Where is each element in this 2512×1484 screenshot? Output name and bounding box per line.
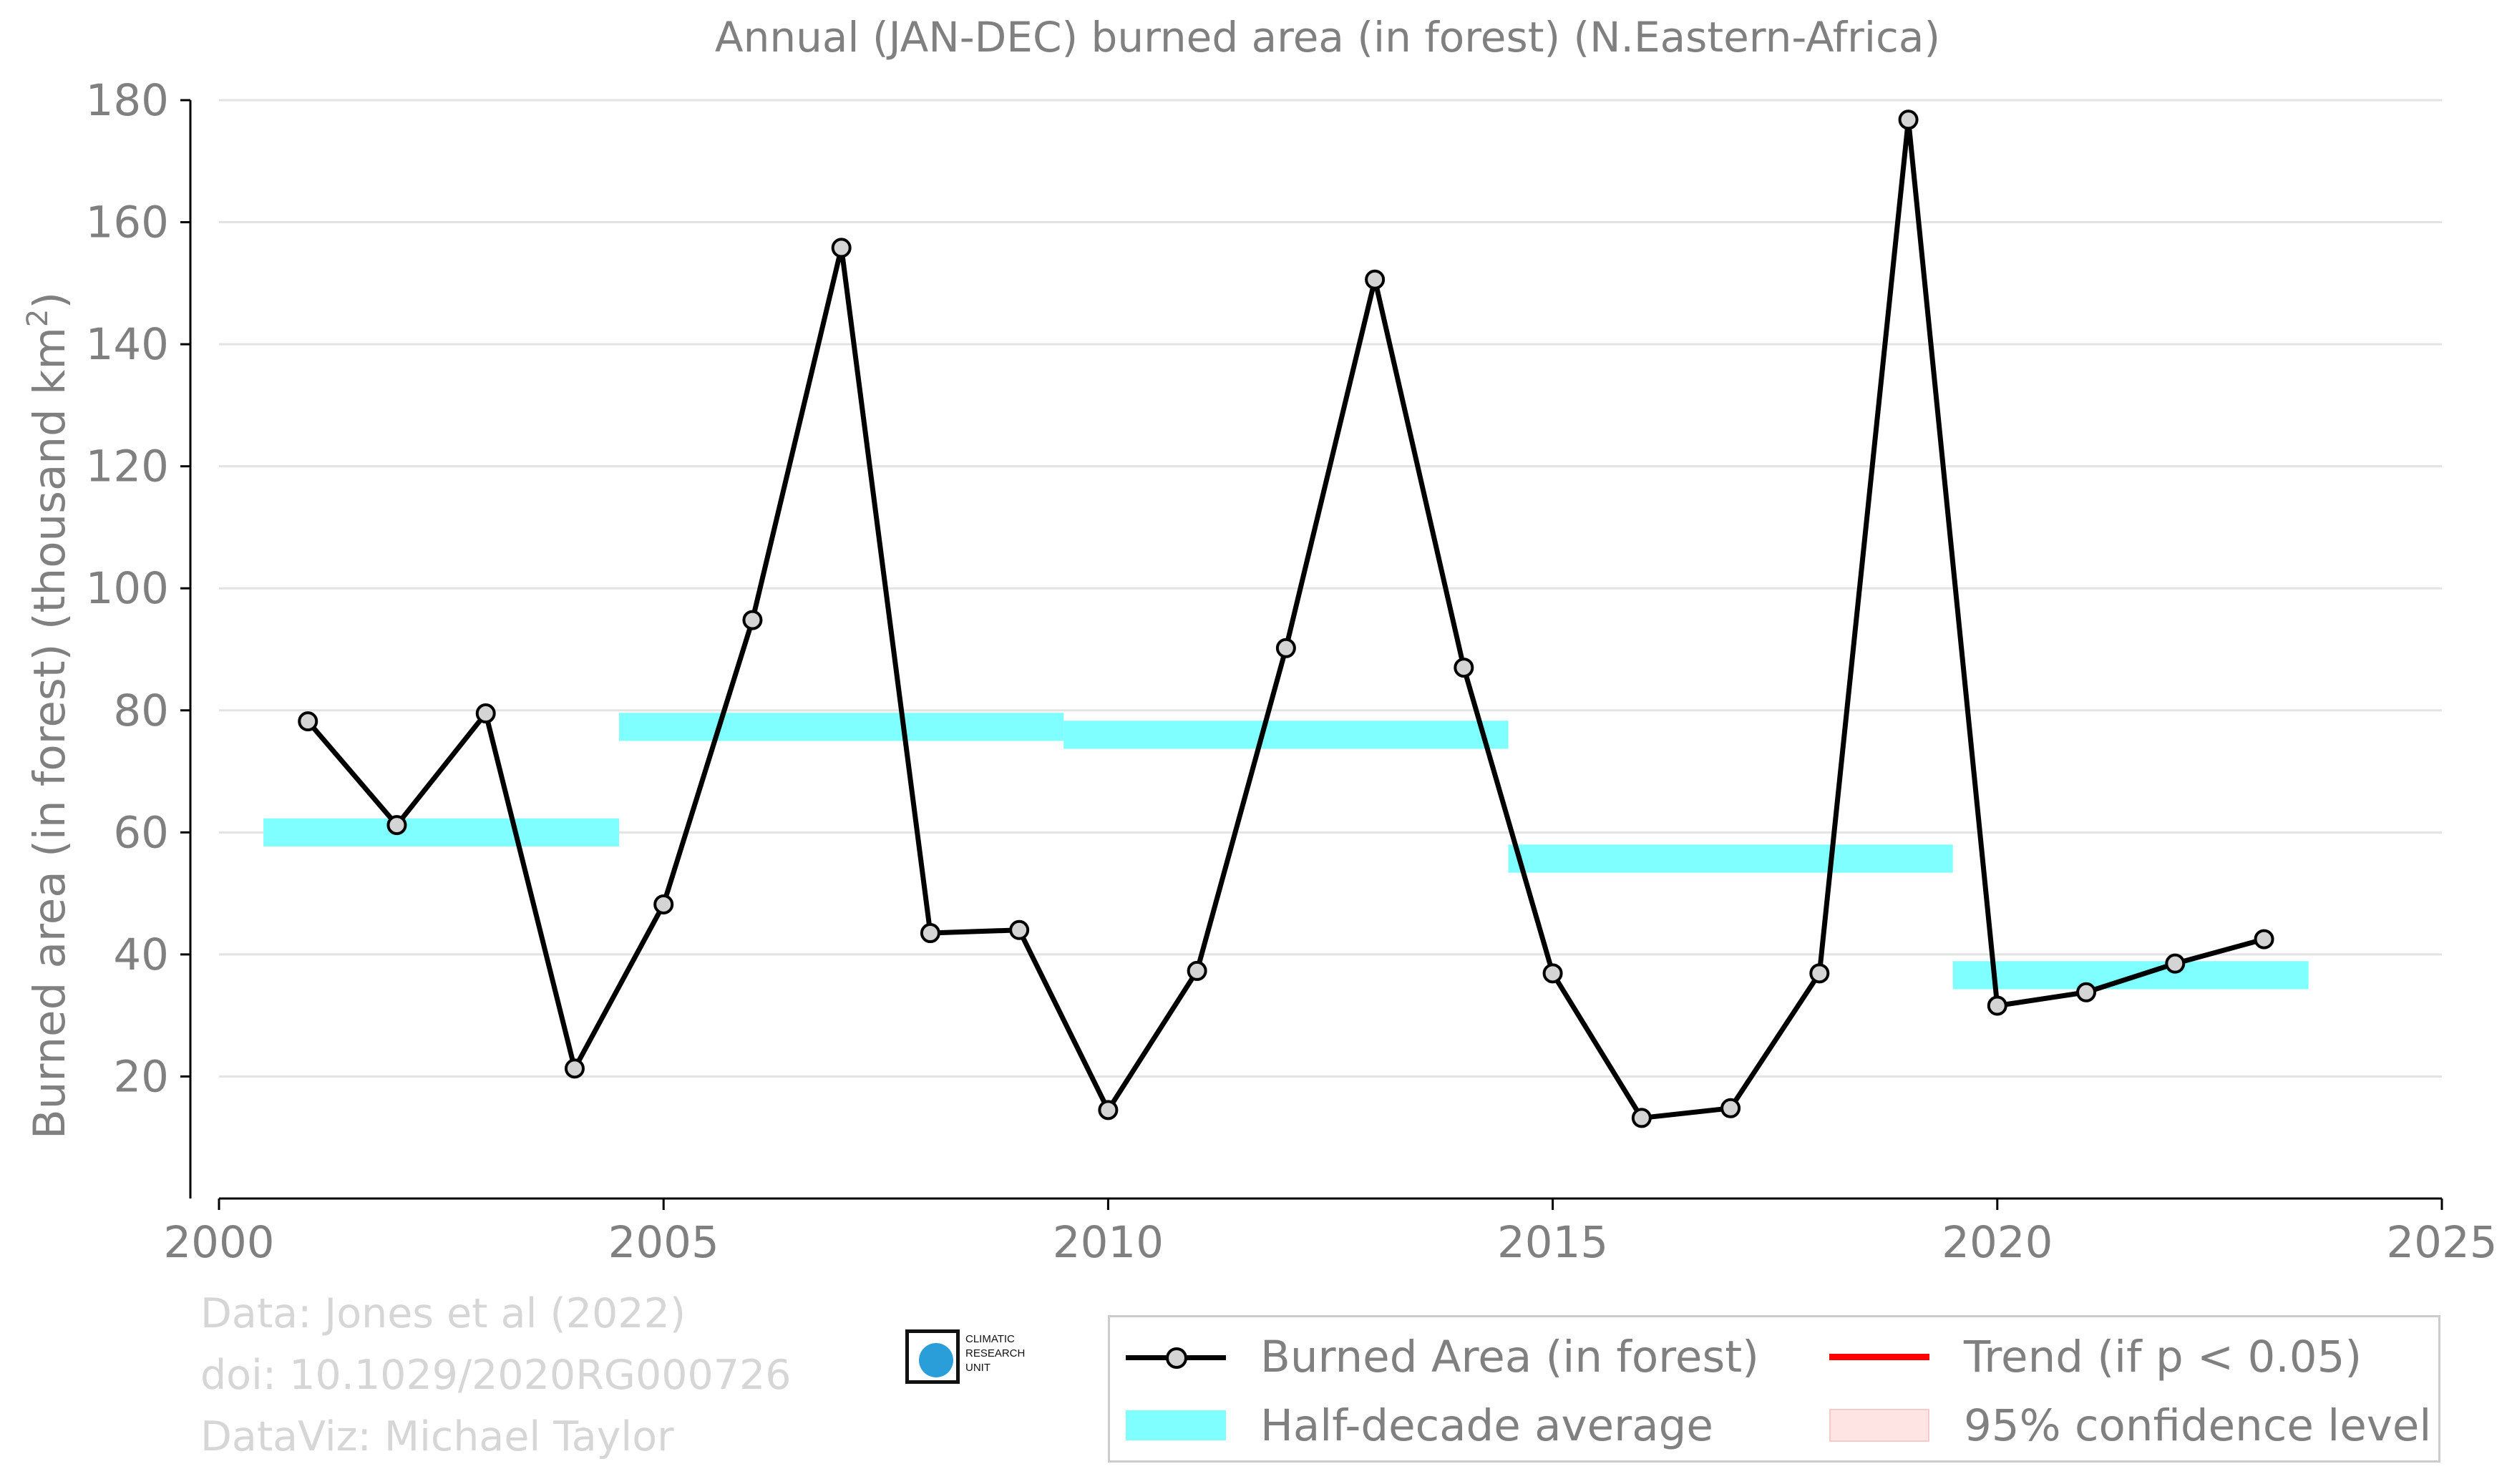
- data-point: [1009, 919, 1030, 940]
- y-axis-label: Burned area (in forest) (thousand km2): [21, 292, 75, 1139]
- y-tick-label: 80: [113, 685, 169, 736]
- data-point: [1720, 1098, 1741, 1118]
- data-point: [2165, 953, 2186, 974]
- x-tick-label: 2025: [2386, 1217, 2497, 1268]
- half-decade-bands: [263, 713, 2309, 990]
- cru-logo-text: CLIMATIC RESEARCH UNIT: [965, 1333, 1026, 1374]
- axes: [189, 100, 2442, 1200]
- x-ticks: 2000 2005 2010 2015 2020 2025: [163, 1199, 2498, 1268]
- data-point: [653, 894, 674, 914]
- data-point: [298, 711, 318, 732]
- legend-item-trend: Trend (if p < 0.05): [1829, 1324, 2362, 1389]
- cru-logo: CLIMATIC RESEARCH UNIT: [905, 1329, 1034, 1390]
- credits-data-source: Data: Jones et al (2022): [200, 1290, 686, 1337]
- burned-area-series: [298, 109, 2274, 1128]
- y-ticks: 20 40 60 80 100 120 140 160 180: [86, 75, 190, 1102]
- cru-logo-mark: [905, 1329, 960, 1384]
- legend-label: 95% confidence level: [1964, 1400, 2432, 1451]
- credits: Data: Jones et al (2022) doi: 10.1029/20…: [200, 1283, 792, 1468]
- data-point: [1187, 960, 1207, 981]
- legend-confidence-swatch: [1829, 1400, 1929, 1450]
- data-point: [2254, 929, 2274, 950]
- data-point: [475, 703, 496, 724]
- data-point: [1365, 269, 1386, 290]
- legend-item-confidence: 95% confidence level: [1829, 1393, 2431, 1458]
- legend-line-marker-swatch: [1126, 1332, 1226, 1382]
- data-point: [1898, 109, 1919, 130]
- globe-icon: [919, 1343, 953, 1377]
- y-axis-label-superscript: 2: [21, 309, 54, 327]
- x-tick-label: 2000: [163, 1217, 274, 1268]
- legend: Burned Area (in forest) Trend (if p < 0.…: [1108, 1315, 2440, 1463]
- data-point: [1631, 1108, 1652, 1128]
- legend-item-half-decade: Half-decade average: [1126, 1393, 1713, 1458]
- legend-trend-swatch: [1829, 1332, 1929, 1382]
- x-tick-label: 2020: [1942, 1217, 2053, 1268]
- data-point: [1454, 658, 1474, 678]
- y-tick-label: 140: [86, 319, 169, 370]
- y-tick-label: 60: [113, 807, 169, 858]
- half-decade-band: [1508, 844, 1953, 873]
- chart-title: Annual (JAN-DEC) burned area (in forest)…: [715, 13, 1940, 62]
- legend-label: Burned Area (in forest): [1260, 1331, 1759, 1382]
- credits-doi: doi: 10.1029/2020RG000726: [200, 1352, 792, 1399]
- data-point: [1809, 963, 1830, 984]
- half-decade-band: [619, 713, 1064, 741]
- x-tick-label: 2005: [608, 1217, 719, 1268]
- x-tick-label: 2010: [1053, 1217, 1164, 1268]
- half-decade-band: [1952, 961, 2309, 990]
- legend-item-burned-area: Burned Area (in forest): [1126, 1324, 1759, 1389]
- data-point: [1098, 1100, 1119, 1121]
- y-tick-label: 160: [86, 197, 169, 248]
- half-decade-band: [1063, 721, 1509, 749]
- credits-dataviz: DataViz: Michael Taylor: [200, 1413, 674, 1460]
- data-point: [1542, 963, 1563, 984]
- half-decade-band: [263, 818, 620, 846]
- y-tick-label: 100: [86, 563, 169, 614]
- x-tick-label: 2015: [1497, 1217, 1608, 1268]
- y-tick-label: 120: [86, 441, 169, 492]
- data-point: [831, 238, 852, 258]
- y-tick-label: 20: [113, 1051, 169, 1102]
- data-point: [386, 815, 407, 836]
- y-tick-label: 180: [86, 75, 169, 126]
- data-point: [564, 1058, 585, 1079]
- y-axis-label-close: ): [24, 292, 75, 309]
- legend-label: Trend (if p < 0.05): [1964, 1331, 2362, 1382]
- grid-lines: [219, 99, 2442, 1078]
- data-point: [1275, 638, 1296, 658]
- data-point: [1987, 995, 2007, 1016]
- y-tick-label: 40: [113, 929, 169, 980]
- data-point: [920, 923, 940, 944]
- legend-label: Half-decade average: [1260, 1400, 1713, 1451]
- data-point: [742, 610, 763, 630]
- data-point: [2076, 982, 2097, 1002]
- legend-band-swatch: [1126, 1400, 1226, 1450]
